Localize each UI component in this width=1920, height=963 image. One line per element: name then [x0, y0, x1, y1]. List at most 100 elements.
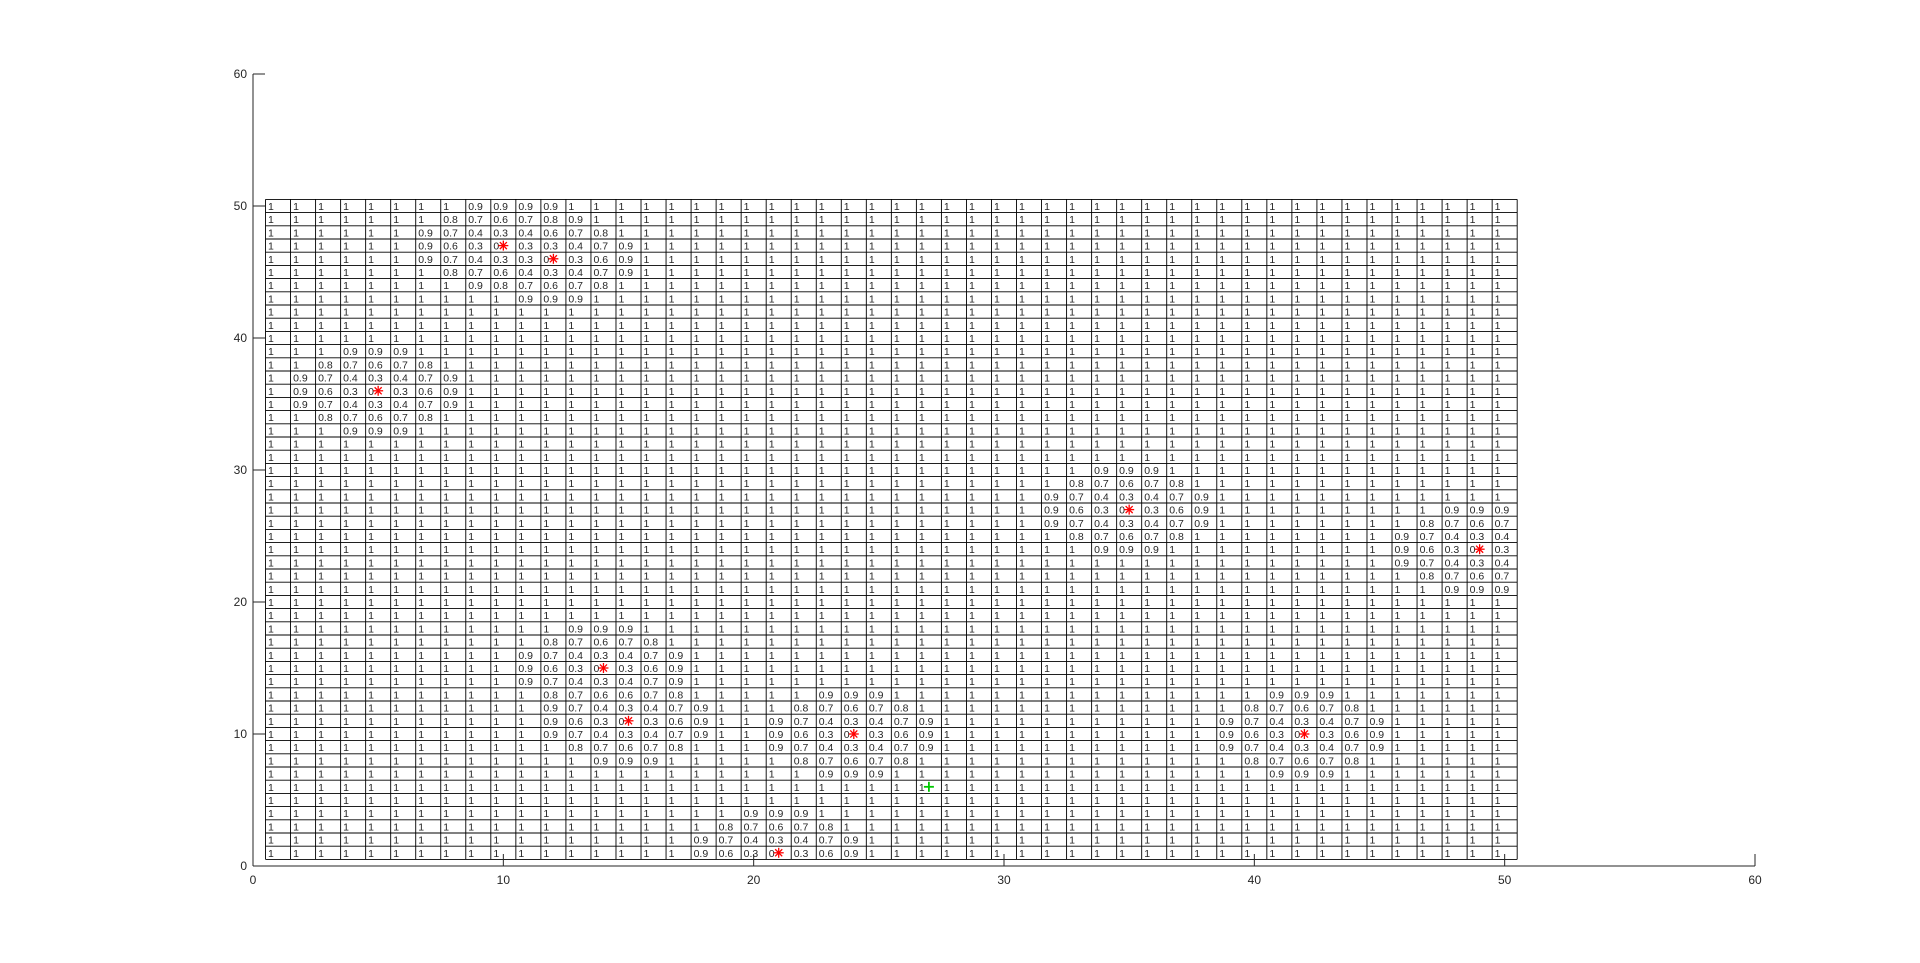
cell-value: 1 — [669, 544, 675, 556]
cell-value: 1 — [1019, 742, 1025, 754]
cell-value: 1 — [318, 280, 324, 292]
cell-value: 1 — [268, 280, 274, 292]
cell-value: 1 — [418, 267, 424, 279]
cell-value: 0.9 — [819, 769, 834, 781]
cell-value: 0.9 — [1319, 689, 1334, 701]
cell-value: 0.4 — [1269, 716, 1284, 728]
cell-value: 1 — [1319, 227, 1325, 239]
cell-value: 1 — [1294, 439, 1300, 451]
cell-value: 1 — [994, 795, 1000, 807]
cell-value: 1 — [994, 703, 1000, 715]
cell-value: 1 — [1144, 623, 1150, 635]
cell-value: 1 — [518, 742, 524, 754]
cell-value: 1 — [1445, 227, 1451, 239]
cell-value: 1 — [268, 491, 274, 503]
cell-value: 1 — [919, 267, 925, 279]
cell-value: 1 — [1244, 465, 1250, 477]
cell-value: 1 — [343, 320, 349, 332]
cell-value: 1 — [694, 689, 700, 701]
cell-value: 1 — [694, 795, 700, 807]
cell-value: 1 — [1019, 637, 1025, 649]
cell-value: 1 — [994, 584, 1000, 596]
cell-value: 1 — [619, 584, 625, 596]
cell-value: 1 — [694, 373, 700, 385]
cell-value: 1 — [518, 755, 524, 767]
cell-value: 1 — [518, 373, 524, 385]
cell-value: 1 — [543, 808, 549, 820]
cell-value: 1 — [1294, 610, 1300, 622]
cell-value: 1 — [994, 689, 1000, 701]
cell-value: 1 — [368, 623, 374, 635]
cell-value: 1 — [1119, 769, 1125, 781]
cell-value: 1 — [1420, 703, 1426, 715]
cell-value: 1 — [443, 676, 449, 688]
cell-value: 1 — [318, 663, 324, 675]
cell-value: 1 — [1044, 267, 1050, 279]
cell-value: 1 — [1044, 531, 1050, 543]
cell-value: 1 — [869, 386, 875, 398]
cell-value: 1 — [593, 478, 599, 490]
cell-value: 1 — [994, 650, 1000, 662]
cell-value: 1 — [1044, 412, 1050, 424]
cell-value: 0.8 — [543, 689, 558, 701]
cell-value: 1 — [1370, 505, 1376, 517]
cell-value: 1 — [894, 584, 900, 596]
cell-value: 1 — [543, 491, 549, 503]
cell-value: 1 — [1144, 571, 1150, 583]
cell-value: 1 — [969, 307, 975, 319]
cell-value: 1 — [894, 241, 900, 253]
cell-value: 1 — [944, 729, 950, 741]
cell-value: 0.9 — [543, 716, 558, 728]
cell-value: 1 — [268, 650, 274, 662]
cell-value: 1 — [268, 214, 274, 226]
cell-value: 1 — [819, 597, 825, 609]
cell-value: 1 — [769, 346, 775, 358]
cell-value: 1 — [368, 452, 374, 464]
cell-value: 1 — [744, 373, 750, 385]
cell-value: 1 — [869, 359, 875, 371]
cell-value: 0.7 — [644, 650, 659, 662]
cell-value: 1 — [1344, 254, 1350, 266]
cell-value: 1 — [744, 227, 750, 239]
cell-value: 1 — [819, 491, 825, 503]
cell-value: 1 — [894, 478, 900, 490]
cell-value: 1 — [1119, 623, 1125, 635]
cell-value: 1 — [1370, 531, 1376, 543]
cell-value: 1 — [1294, 544, 1300, 556]
cell-value: 0 — [543, 254, 549, 266]
cell-value: 1 — [1445, 835, 1451, 847]
cell-value: 0 — [1119, 505, 1125, 517]
cell-value: 1 — [1019, 359, 1025, 371]
cell-value: 1 — [1194, 439, 1200, 451]
cell-value: 0.7 — [543, 650, 558, 662]
cell-value: 0.7 — [468, 214, 483, 226]
cell-value: 1 — [894, 254, 900, 266]
cell-value: 1 — [694, 214, 700, 226]
cell-value: 1 — [468, 399, 474, 411]
cell-value: 1 — [418, 821, 424, 833]
cell-value: 1 — [468, 491, 474, 503]
cell-value: 1 — [969, 571, 975, 583]
cell-value: 1 — [1019, 346, 1025, 358]
cell-value: 1 — [343, 663, 349, 675]
cell-value: 1 — [268, 571, 274, 583]
cell-value: 1 — [268, 505, 274, 517]
cell-value: 1 — [1119, 399, 1125, 411]
cell-value: 1 — [1395, 346, 1401, 358]
cell-value: 1 — [719, 557, 725, 569]
cell-value: 1 — [994, 439, 1000, 451]
cell-value: 1 — [1019, 491, 1025, 503]
cell-value: 0.7 — [443, 254, 458, 266]
cell-value: 1 — [644, 227, 650, 239]
cell-value: 1 — [694, 293, 700, 305]
cell-value: 1 — [1244, 584, 1250, 596]
cell-value: 1 — [1244, 505, 1250, 517]
cell-value: 1 — [1244, 320, 1250, 332]
cell-value: 1 — [1019, 729, 1025, 741]
cell-value: 1 — [418, 769, 424, 781]
cell-value: 1 — [318, 267, 324, 279]
cell-value: 0.9 — [543, 293, 558, 305]
cell-value: 0.7 — [1094, 531, 1109, 543]
cell-value: 1 — [994, 214, 1000, 226]
cell-value: 1 — [869, 491, 875, 503]
